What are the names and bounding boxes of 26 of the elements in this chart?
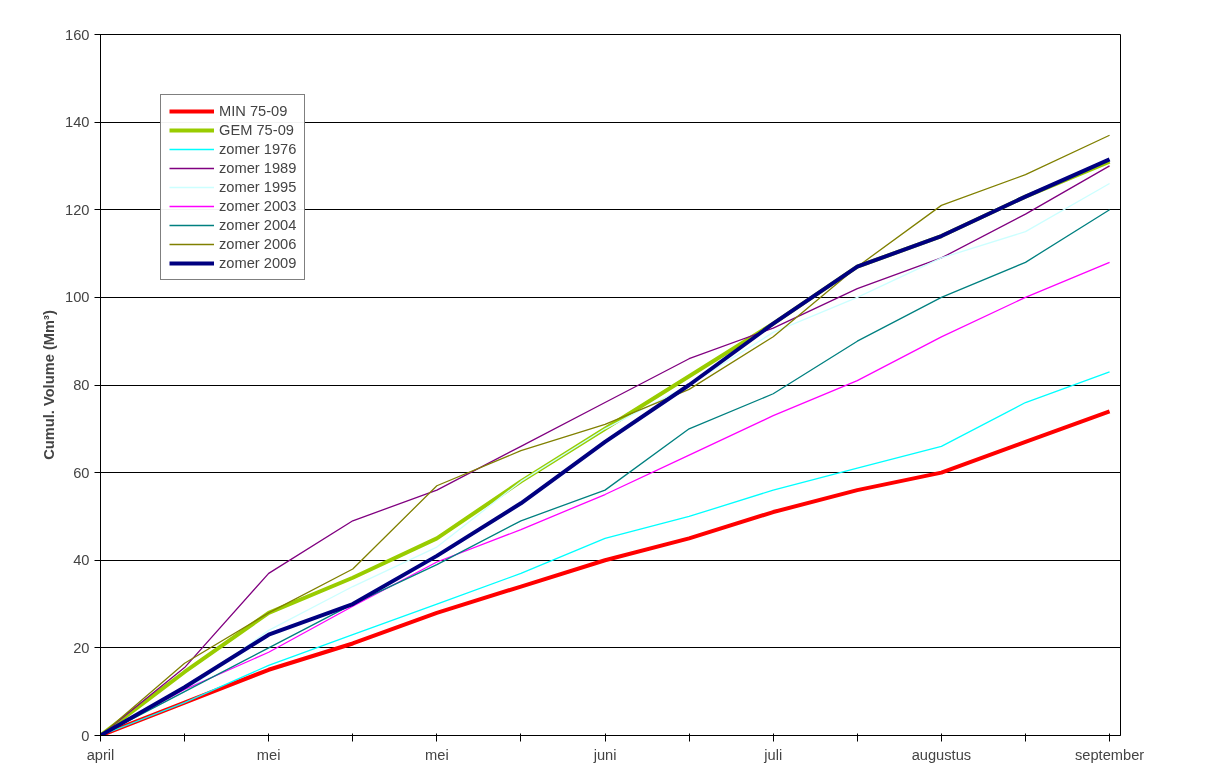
legend-label: GEM 75-09 bbox=[219, 122, 294, 138]
x-tick-label: augustus bbox=[911, 746, 972, 763]
y-tick-label: 160 bbox=[65, 26, 90, 43]
y-tick-label: 100 bbox=[65, 289, 90, 306]
legend-label: zomer 2003 bbox=[219, 198, 297, 214]
legend-label: zomer 2006 bbox=[219, 236, 297, 252]
y-tick-label: 40 bbox=[73, 552, 90, 569]
legend-label: MIN 75-09 bbox=[219, 103, 288, 119]
legend-label: zomer 2004 bbox=[219, 217, 297, 233]
x-tick-label: september bbox=[1074, 746, 1145, 763]
y-tick-label: 20 bbox=[73, 639, 90, 656]
x-tick-label: april bbox=[86, 746, 115, 763]
x-tick-label: juli bbox=[763, 746, 783, 763]
y-tick-label: 60 bbox=[73, 464, 90, 481]
legend-label: zomer 1976 bbox=[219, 141, 297, 157]
y-tick-label: 0 bbox=[81, 727, 90, 744]
legend-label: zomer 1995 bbox=[219, 179, 297, 195]
x-tick-label: mei bbox=[256, 746, 281, 763]
x-tick-label: juni bbox=[592, 746, 617, 763]
y-axis-title: Cumul. Volume (Mm³) bbox=[41, 310, 58, 460]
x-tick-label: mei bbox=[425, 746, 449, 763]
y-tick-label: 120 bbox=[65, 201, 90, 218]
legend-label: zomer 2009 bbox=[219, 255, 297, 271]
y-tick-label: 80 bbox=[73, 377, 90, 393]
legend-label: zomer 1989 bbox=[219, 160, 297, 176]
y-tick-label: 140 bbox=[65, 114, 90, 131]
